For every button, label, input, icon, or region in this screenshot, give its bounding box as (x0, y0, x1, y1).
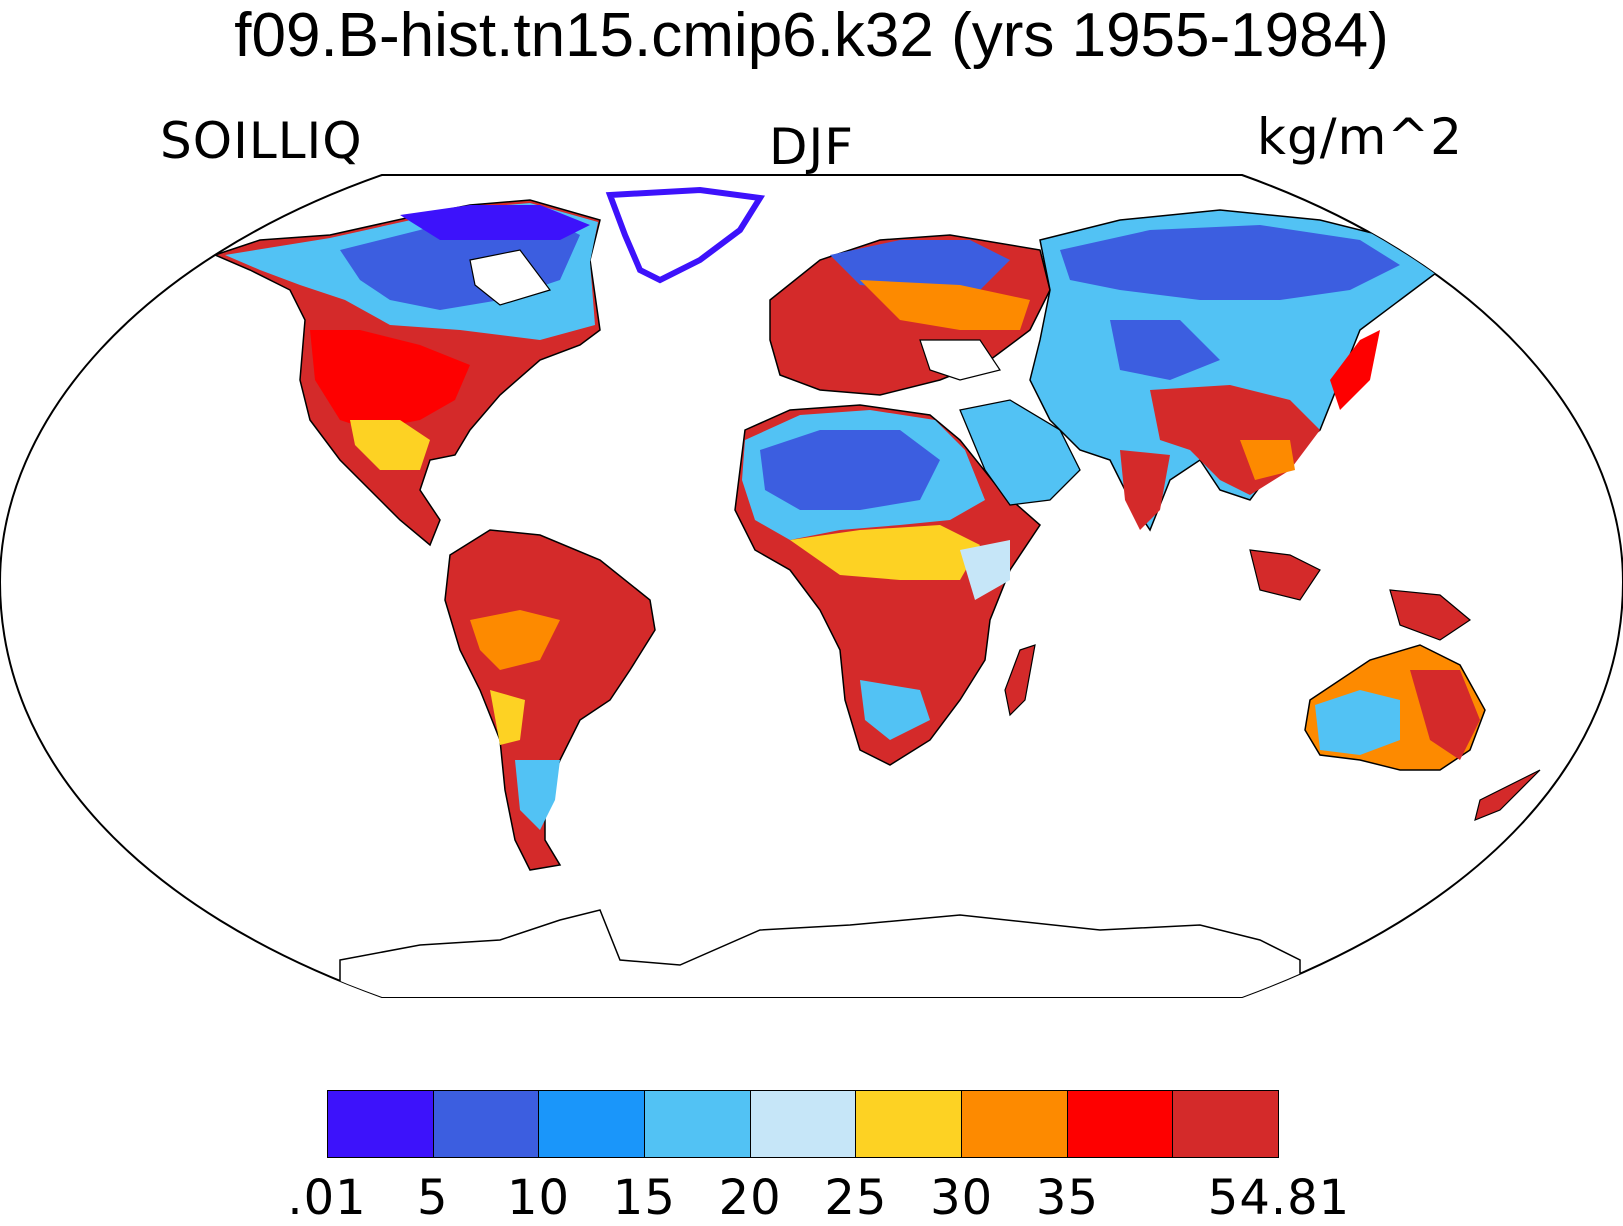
colorbar-box-5 (855, 1090, 962, 1158)
colorbar-box-2 (538, 1090, 645, 1158)
colorbar-box-0 (327, 1090, 433, 1158)
colorbar-tick-label: 25 (824, 1170, 888, 1226)
colorbar-box-3 (644, 1090, 750, 1158)
units-label: kg/m^2 (1257, 108, 1463, 166)
colorbar-tick-label: 20 (718, 1170, 782, 1226)
season-label: DJF (768, 118, 854, 176)
colorbar-tick-label: 54.81 (1207, 1170, 1351, 1226)
colorbar-box-1 (432, 1090, 539, 1158)
colorbar-tick-label: .01 (287, 1170, 367, 1226)
greenland (605, 186, 766, 284)
colorbar-tick-label: 30 (930, 1170, 994, 1226)
colorbar-tick-label: 5 (416, 1170, 449, 1226)
colorbar-tick-label: 35 (1035, 1170, 1099, 1226)
antarctica (339, 909, 1301, 997)
colorbar-box-4 (749, 1090, 856, 1158)
colorbar-tick-label: 10 (507, 1170, 571, 1226)
colorbar-tick-label: 15 (612, 1170, 676, 1226)
colorbar (327, 1090, 1280, 1158)
colorbar-box-7 (1066, 1090, 1173, 1158)
colorbar-box-8 (1172, 1090, 1280, 1158)
colorbar-box-6 (961, 1090, 1067, 1158)
colorbar-labels: .01 5 10 15 20 25 30 35 54.81 (0, 1170, 1623, 1226)
madagascar (1004, 644, 1036, 717)
plot-title: f09.B-hist.tn15.cmip6.k32 (yrs 1955-1984… (234, 1, 1389, 70)
variable-label: SOILLIQ (160, 112, 363, 170)
